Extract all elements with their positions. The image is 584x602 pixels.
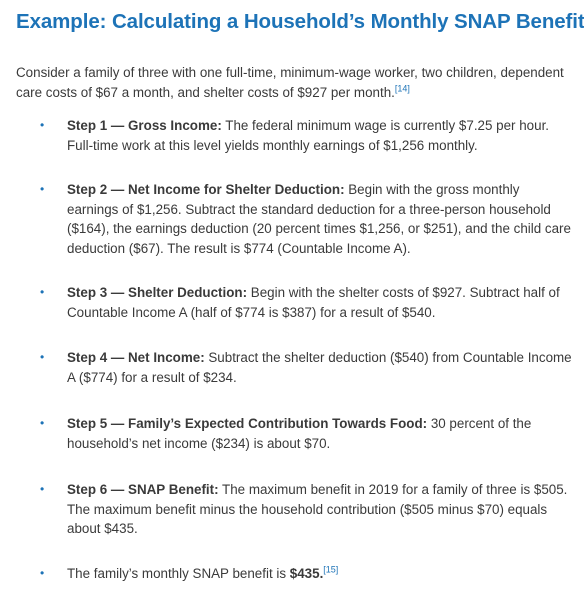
step-1-text: Step 1 — Gross Income: The federal minim… — [67, 116, 572, 155]
step-3-body: Begin with the shelter costs of $927. Su… — [67, 285, 560, 320]
step-4-body: Subtract the shelter deduction ($540) fr… — [67, 350, 572, 385]
final-result-body: The family’s monthly SNAP benefit is — [67, 566, 290, 581]
footnote-link-14[interactable]: [14] — [394, 83, 410, 94]
step-6-body: The maximum benefit in 2019 for a family… — [67, 482, 568, 536]
intro-paragraph: Consider a family of three with one full… — [16, 63, 576, 102]
bullet-icon: • — [40, 182, 45, 196]
step-4-text: Step 4 — Net Income: Subtract the shelte… — [67, 348, 572, 387]
step-6-text: Step 6 — SNAP Benefit: The maximum benef… — [67, 480, 572, 539]
final-benefit-amount: $435. — [289, 566, 324, 581]
bullet-icon: • — [40, 416, 45, 430]
step-1-body: The federal minimum wage is currently $7… — [67, 118, 550, 153]
intro-text: Consider a family of three with one full… — [16, 65, 564, 100]
step-5-label: Step 5 — Family’s Expected Contribution … — [67, 416, 428, 431]
bullet-icon: • — [40, 118, 45, 132]
step-2-body: Begin with the gross monthly earnings of… — [67, 182, 571, 256]
bullet-icon: • — [40, 285, 45, 299]
step-3-text: Step 3 — Shelter Deduction: Begin with t… — [67, 283, 572, 322]
page-title: Example: Calculating a Household’s Month… — [16, 10, 584, 33]
step-5-body: 30 percent of the household’s net income… — [67, 416, 532, 451]
footnote-link-15[interactable]: [15] — [323, 564, 339, 575]
bullet-icon: • — [40, 482, 45, 496]
bullet-icon: • — [40, 566, 45, 580]
step-6-label: Step 6 — SNAP Benefit: — [67, 482, 219, 497]
bullet-icon: • — [40, 350, 45, 364]
step-3-label: Step 3 — Shelter Deduction: — [67, 285, 248, 300]
step-4-label: Step 4 — Net Income: — [67, 350, 205, 365]
step-2-label: Step 2 — Net Income for Shelter Deductio… — [67, 182, 345, 197]
step-5-text: Step 5 — Family’s Expected Contribution … — [67, 414, 572, 453]
final-result-text: The family’s monthly SNAP benefit is $43… — [67, 564, 572, 584]
step-1-label: Step 1 — Gross Income: — [67, 118, 222, 133]
step-2-text: Step 2 — Net Income for Shelter Deductio… — [67, 180, 572, 258]
